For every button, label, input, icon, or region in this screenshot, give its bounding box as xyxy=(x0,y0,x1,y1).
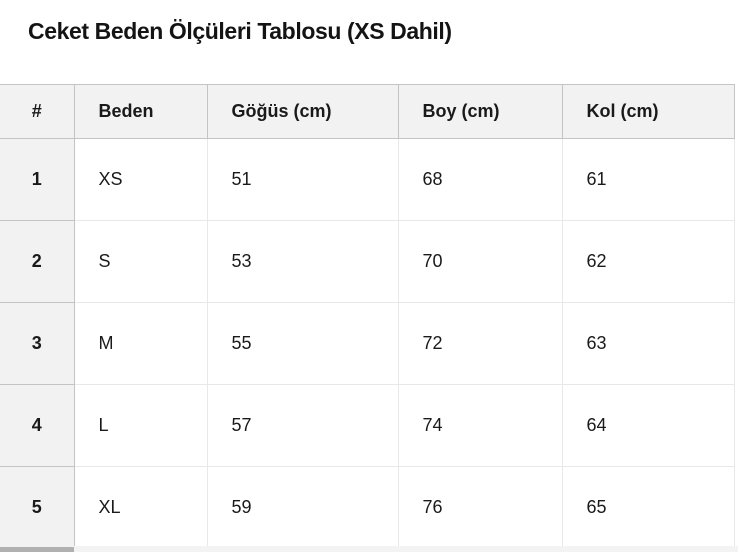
cell-beden: M xyxy=(73,302,208,385)
cell-beden: L xyxy=(73,384,208,467)
cell-beden: XS xyxy=(73,138,208,221)
cell-gogus: 57 xyxy=(206,384,399,467)
cell-beden: XL xyxy=(73,466,208,549)
cell-kol: 63 xyxy=(561,302,735,385)
table-row: 1 XS 51 68 61 xyxy=(0,138,735,221)
table-row: 3 M 55 72 63 xyxy=(0,302,735,385)
row-index: 5 xyxy=(0,466,75,549)
cell-boy: 68 xyxy=(397,138,563,221)
size-table: # Beden Göğüs (cm) Boy (cm) Kol (cm) 1 X… xyxy=(0,84,735,549)
cell-gogus: 59 xyxy=(206,466,399,549)
horizontal-scrollbar[interactable] xyxy=(0,546,738,552)
col-header-kol: Kol (cm) xyxy=(561,84,735,139)
cell-kol: 65 xyxy=(561,466,735,549)
cell-beden: S xyxy=(73,220,208,303)
row-index: 4 xyxy=(0,384,75,467)
cell-gogus: 51 xyxy=(206,138,399,221)
col-header-beden: Beden xyxy=(73,84,208,139)
header-row: # Beden Göğüs (cm) Boy (cm) Kol (cm) xyxy=(0,84,735,139)
col-header-gogus: Göğüs (cm) xyxy=(206,84,399,139)
cell-kol: 62 xyxy=(561,220,735,303)
cell-boy: 76 xyxy=(397,466,563,549)
row-index: 2 xyxy=(0,220,75,303)
col-header-boy: Boy (cm) xyxy=(397,84,563,139)
table-row: 2 S 53 70 62 xyxy=(0,220,735,303)
page-title: Ceket Beden Ölçüleri Tablosu (XS Dahil) xyxy=(28,18,452,44)
row-index: 3 xyxy=(0,302,75,385)
cell-gogus: 55 xyxy=(206,302,399,385)
row-index: 1 xyxy=(0,138,75,221)
col-header-index: # xyxy=(0,84,75,139)
cell-kol: 61 xyxy=(561,138,735,221)
cell-kol: 64 xyxy=(561,384,735,467)
table-row: 5 XL 59 76 65 xyxy=(0,466,735,549)
cell-gogus: 53 xyxy=(206,220,399,303)
scrollbar-thumb[interactable] xyxy=(0,547,74,552)
cell-boy: 70 xyxy=(397,220,563,303)
cell-boy: 74 xyxy=(397,384,563,467)
table-row: 4 L 57 74 64 xyxy=(0,384,735,467)
cell-boy: 72 xyxy=(397,302,563,385)
